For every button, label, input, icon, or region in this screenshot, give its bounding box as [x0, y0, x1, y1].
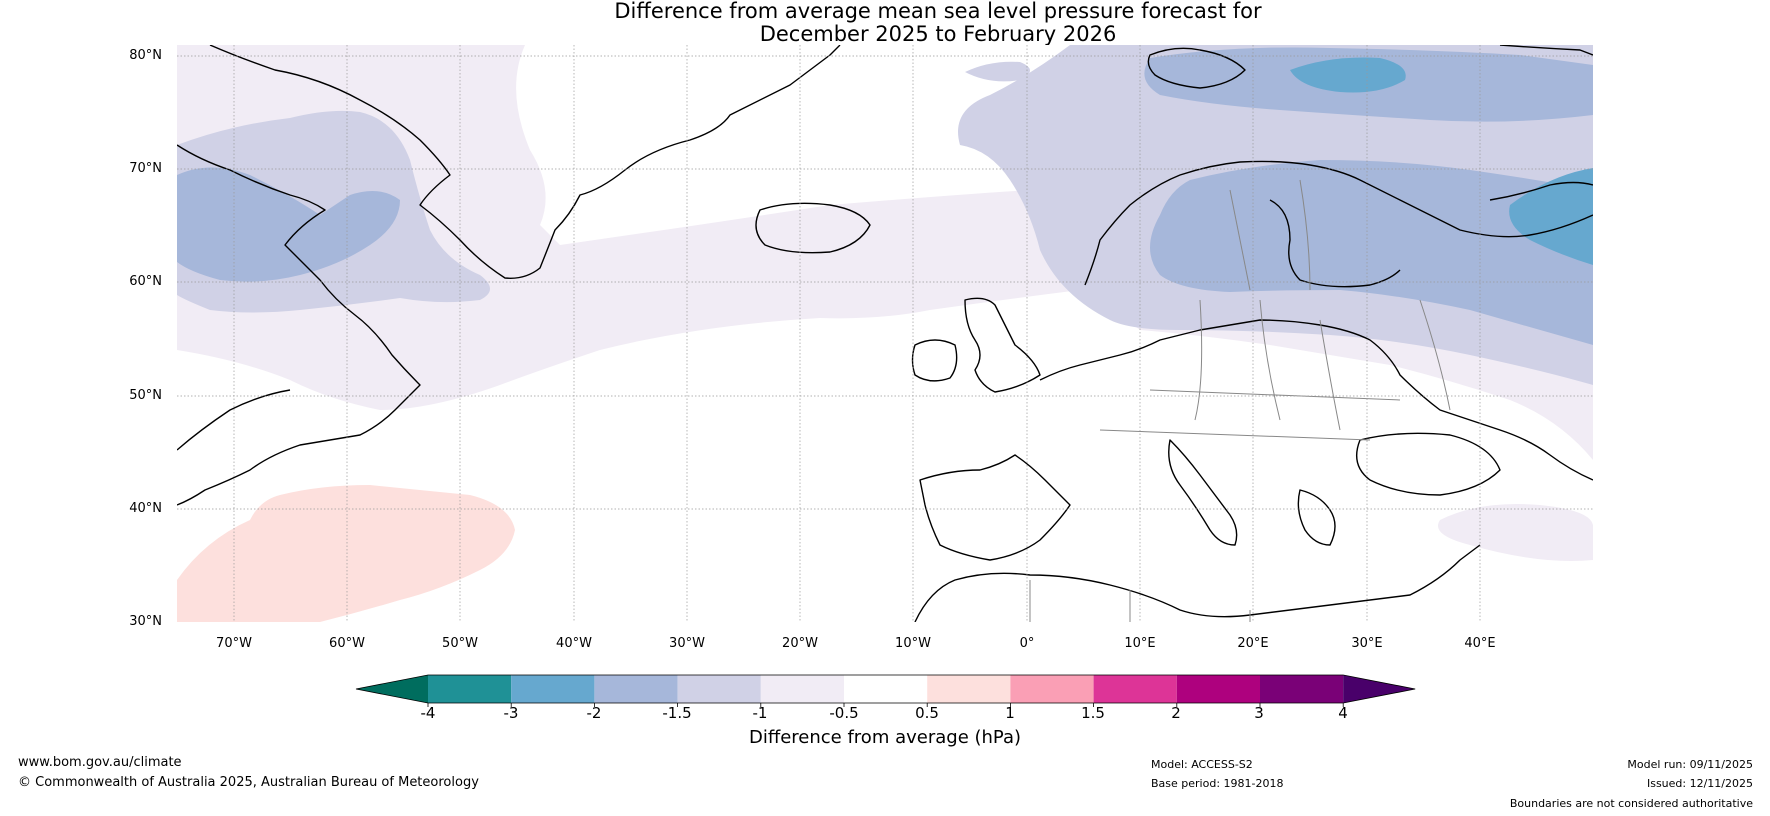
- colorbar-bin: [677, 675, 761, 703]
- land-black-sea: [1356, 432, 1501, 496]
- gridlines: [177, 45, 1593, 622]
- lat-label: 70°N: [129, 161, 162, 176]
- lat-label: 50°N: [129, 388, 162, 403]
- colorbar-tick-label: -4: [420, 704, 436, 722]
- map-panel: [177, 45, 1593, 622]
- lon-label: 40°E: [1464, 636, 1496, 651]
- footer-issued: Issued: 12/11/2025: [1646, 777, 1753, 790]
- anomaly-region-minus-0.5-to-minus-1-west: [177, 45, 1100, 410]
- footer-model-run: Model run: 09/11/2025: [1627, 758, 1753, 771]
- colorbar-tick-label: -3: [503, 704, 519, 722]
- country-borders: [1029, 179, 1451, 622]
- footer-disclaimer: Boundaries are not considered authoritat…: [1509, 797, 1753, 810]
- land-svalbard: [1147, 47, 1246, 89]
- colorbar-bin: [594, 675, 678, 703]
- colorbar-bin: [1260, 675, 1344, 703]
- colorbar-bin: [1093, 675, 1177, 703]
- lon-label: 20°W: [782, 636, 818, 651]
- lat-label: 40°N: [129, 501, 162, 516]
- colorbar-tick-label: -1: [752, 704, 768, 722]
- colorbar-bin: [428, 675, 512, 703]
- lon-label: 0°: [1019, 636, 1035, 651]
- anomaly-region-plus-0.5-to-plus-1-subtropical-atlantic: [177, 485, 515, 622]
- colorbar-bin: [927, 675, 1011, 703]
- land-europe: [1039, 319, 1593, 481]
- map-title: Difference from average mean sea level p…: [0, 0, 1770, 46]
- footer-base-period: Base period: 1981-2018: [1151, 777, 1284, 790]
- lon-label: 60°W: [329, 636, 365, 651]
- colorbar: [355, 674, 1416, 707]
- colorbar-bin: [844, 675, 928, 703]
- colorbar-bin: [511, 675, 595, 703]
- land-north-america: [177, 144, 421, 506]
- lon-label: 30°W: [669, 636, 705, 651]
- lon-label: 40°W: [556, 636, 592, 651]
- footer-copyright: © Commonwealth of Australia 2025, Austra…: [18, 775, 479, 790]
- colorbar-bin: [760, 675, 844, 703]
- map-title-line-2: December 2025 to February 2026: [759, 22, 1117, 46]
- map-title-line-1: Difference from average mean sea level p…: [614, 0, 1262, 23]
- land-russia-arctic: [1489, 181, 1593, 201]
- lon-label: 10°E: [1124, 636, 1156, 651]
- colorbar-extend-max: [1343, 675, 1416, 703]
- anomaly-region-minus-1-to-minus-1.5-svalbard: [965, 61, 1030, 82]
- land-novaya-zemlya: [1499, 45, 1593, 56]
- colorbar-tick-label: -1.5: [662, 704, 692, 722]
- colorbar-extend-min: [356, 675, 428, 703]
- anomaly-region-minus-1.5-to-minus-2-labrador: [177, 167, 400, 282]
- lat-label: 60°N: [129, 274, 162, 289]
- land-iceland: [755, 202, 871, 254]
- colorbar-title: Difference from average (hPa): [748, 727, 1022, 748]
- colorbar-bin: [1176, 675, 1260, 703]
- colorbar-tick-label: 0.5: [915, 704, 939, 722]
- lon-label: 50°W: [442, 636, 478, 651]
- lon-label: 20°E: [1237, 636, 1269, 651]
- colorbar-tick-label: 1: [1005, 704, 1015, 722]
- colorbar-tick-label: -0.5: [829, 704, 859, 722]
- land-north-africa: [914, 544, 1481, 622]
- footer-website: www.bom.gov.au/climate: [18, 755, 182, 770]
- land-ireland: [911, 339, 958, 382]
- colorbar-bin: [1010, 675, 1094, 703]
- land-british-isles: [964, 297, 1041, 393]
- colorbar-tick-label: 4: [1338, 704, 1348, 722]
- land-greece: [1297, 489, 1336, 546]
- lon-label: 30°E: [1351, 636, 1383, 651]
- anomaly-region-minus-2-to-minus-3-barents: [1290, 57, 1406, 93]
- land-greenland: [209, 45, 841, 279]
- land-north-america-lower: [177, 389, 291, 451]
- anomaly-region-minus-2-to-minus-3-russia: [1509, 168, 1593, 265]
- land-scandinavia: [1084, 160, 1593, 286]
- colorbar-tick-label: 1.5: [1081, 704, 1105, 722]
- coastlines: [177, 45, 1593, 622]
- land-italy: [1168, 439, 1238, 546]
- land-finland-coast: [1269, 199, 1401, 288]
- anomaly-region-minus-1.5-to-minus-2-fennoscandia: [1150, 160, 1593, 345]
- footer-model: Model: ACCESS-S2: [1151, 758, 1253, 771]
- land-iberia: [919, 454, 1071, 561]
- lat-label: 80°N: [129, 48, 162, 63]
- lon-label: 10°W: [895, 636, 931, 651]
- colorbar-tick-label: 3: [1254, 704, 1264, 722]
- colorbar-tick-label: 2: [1171, 704, 1181, 722]
- colorbar-tick-label: -2: [586, 704, 602, 722]
- lon-label: 70°W: [216, 636, 252, 651]
- lat-label: 30°N: [129, 614, 162, 629]
